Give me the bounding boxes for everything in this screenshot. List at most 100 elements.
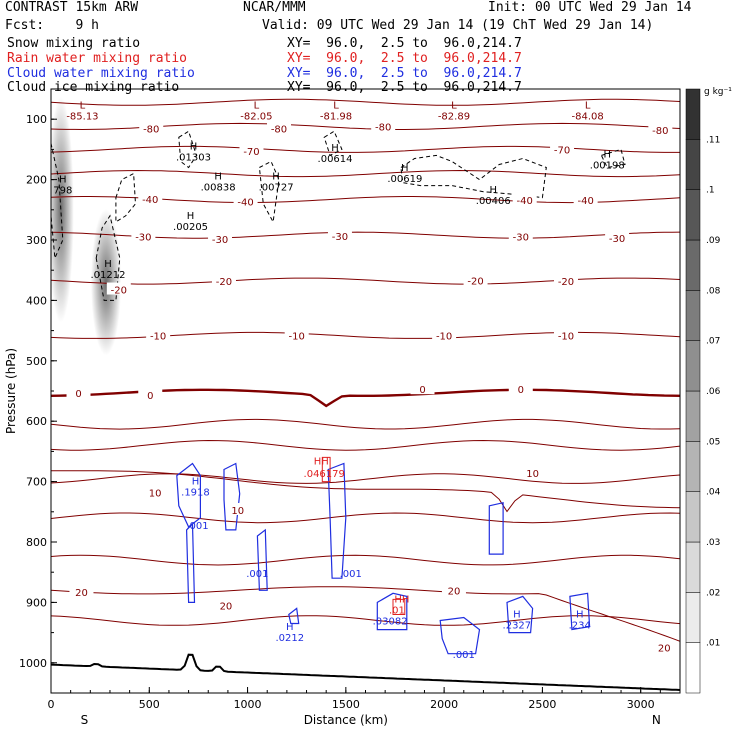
- contour-label-bg: [410, 382, 435, 395]
- contour-label-bg: [139, 121, 164, 134]
- contour-label-bg: [138, 388, 163, 401]
- extremum-marker: H: [187, 211, 195, 222]
- rain-contour-0: [321, 456, 331, 483]
- field-label-cloud-ice: Cloud ice mixing ratio: [7, 80, 180, 95]
- contour-label-bg: [239, 144, 264, 157]
- extremum-marker: L: [80, 100, 86, 111]
- temperature-contour-label: -20: [467, 276, 483, 287]
- extremum-marker: H: [190, 141, 198, 152]
- contour-label-bg: [138, 191, 163, 204]
- colorbar-segment: [685, 290, 701, 341]
- temperature-contour-extra-5: [51, 615, 680, 626]
- temperature-contour-label: -70: [554, 145, 570, 156]
- extremum-marker: L: [333, 100, 339, 111]
- temperature-contour-label: -30: [513, 232, 529, 243]
- temperature-contour-extra-2: [51, 473, 680, 484]
- extremum-value: .0212: [276, 633, 305, 644]
- rain-extremum-label: .046179: [304, 469, 345, 480]
- extremum-value: .001: [453, 650, 475, 661]
- contour-label-bg: [213, 598, 238, 611]
- contour-label-bg: [69, 585, 94, 598]
- temperature-contour-3: [51, 169, 680, 178]
- cloud-ice-contour-5: [323, 130, 343, 157]
- field-xy-cloud-water: XY= 96.0, 2.5 to 96.0,214.7: [287, 66, 522, 81]
- contour-label-bg: [106, 282, 131, 295]
- x-tick-label: 1000: [234, 698, 262, 711]
- contour-label-bg: [432, 328, 457, 341]
- y-axis-label: Pressure (hPa): [4, 348, 18, 434]
- temperature-contour-extra-0: [51, 418, 680, 430]
- y-tick-label: 700: [26, 476, 47, 489]
- cloud-water-contour-0: [176, 462, 201, 528]
- center-name: NCAR/MMM: [243, 0, 306, 15]
- extremum-value: .1918: [181, 488, 210, 499]
- colorbar-segment: [685, 139, 701, 190]
- colorbar-tick-label: .11: [706, 135, 720, 145]
- temperature-contour-5: [51, 231, 680, 239]
- colorbar-tick-label: .02: [706, 588, 720, 598]
- contour-label-bg: [463, 273, 488, 286]
- extremum-value: .234: [569, 621, 591, 632]
- colorbar-segment: [685, 340, 701, 392]
- cloud-water-contour-4: [327, 462, 347, 579]
- init-time: Init: 00 UTC Wed 29 Jan 14: [488, 0, 692, 15]
- field-label-cloud-water: Cloud water mixing ratio: [7, 66, 195, 81]
- contour-label-bg: [520, 466, 545, 479]
- cloud-ice-contour-4: [258, 160, 280, 224]
- temperature-contour-label: 20: [220, 601, 233, 612]
- temperature-contour-label: 20: [75, 588, 88, 599]
- contour-label-bg: [131, 229, 156, 242]
- extremum-marker: H: [286, 622, 294, 633]
- temperature-contour-label: -20: [216, 277, 232, 288]
- temperature-contour-label: 0: [147, 391, 153, 402]
- y-tick-label: 500: [26, 355, 47, 368]
- temperature-contour-0: [51, 98, 680, 106]
- extremum-marker: H: [331, 143, 339, 154]
- rain-extremum-label: HH: [394, 594, 409, 605]
- contour-label-bg: [211, 274, 236, 287]
- cloud-water-contour-5: [376, 592, 408, 631]
- extremum-value: -84.08: [571, 111, 603, 122]
- y-tick-label: 900: [26, 596, 47, 609]
- contour-label-bg: [371, 119, 396, 132]
- colorbar-tick-label: .07: [706, 337, 720, 347]
- y-tick-label: 1000: [19, 657, 47, 670]
- colorbar-segment: [685, 541, 701, 593]
- contour-label-bg: [146, 328, 171, 341]
- temperature-contour-label: -10: [289, 331, 305, 342]
- extremum-value: -82.89: [438, 111, 470, 122]
- extremum-value: .001: [246, 569, 268, 580]
- contour-label-bg: [284, 328, 309, 341]
- cloud-water-contour-10: [288, 607, 300, 625]
- field-label-rain: Rain water mixing ratio: [7, 51, 188, 66]
- temperature-contour-label: 20: [448, 586, 461, 597]
- contour-label-bg: [143, 485, 168, 498]
- contour-label-bg: [553, 328, 578, 341]
- extremum-value: -81.98: [320, 111, 352, 122]
- temperature-contour-extra-3: [51, 512, 680, 524]
- y-tick-label: 200: [26, 174, 47, 187]
- field-label-snow: Snow mixing ratio: [7, 36, 141, 51]
- contour-label-bg: [233, 194, 258, 207]
- cloud-water-contour-7: [488, 501, 504, 555]
- extremum-marker: H: [513, 610, 521, 621]
- contour-label-bg: [648, 123, 673, 136]
- extremum-marker: H: [214, 172, 222, 183]
- contour-label-bg: [225, 502, 250, 515]
- colorbar-segment: [685, 491, 701, 543]
- colorbar-tick-label: .06: [706, 387, 721, 397]
- south-end-label: S: [81, 713, 89, 727]
- snow-shading-0: [51, 96, 74, 323]
- y-tick-label: 800: [26, 536, 47, 549]
- temperature-contour-label: -80: [652, 126, 668, 137]
- contour-label-bg: [208, 231, 233, 244]
- temperature-contour-10: [51, 586, 680, 642]
- rain-contour-1: [392, 598, 406, 615]
- temperature-contour-label: -30: [212, 235, 228, 246]
- temperature-contour-label: -30: [135, 232, 151, 243]
- extremum-value: 798: [53, 186, 72, 197]
- cloud-water-contour-2: [223, 462, 241, 531]
- contour-label-bg: [508, 382, 533, 395]
- contour-label-bg: [327, 228, 352, 241]
- y-tick-label: 300: [26, 234, 47, 247]
